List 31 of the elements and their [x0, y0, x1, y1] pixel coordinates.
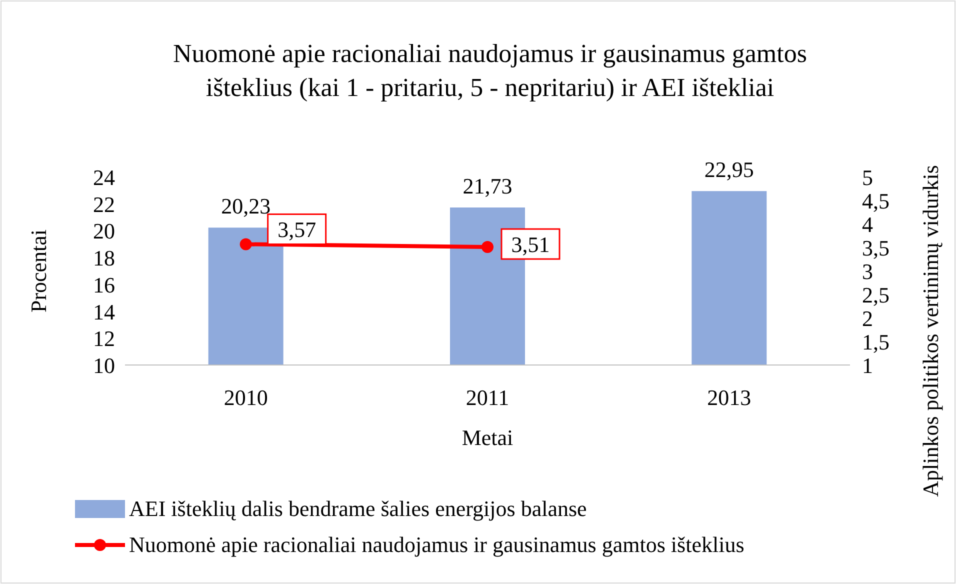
y-tick-label: 20	[93, 218, 115, 244]
data-label: 21,73	[462, 173, 512, 198]
y-tick-label: 18	[93, 246, 115, 271]
x-tick-label: 2013	[707, 385, 752, 410]
y2-axis-title: Aplinkos politikos vertinimų vidurkis	[918, 165, 943, 497]
y-tick-label: 24	[93, 165, 115, 190]
y2-tick-label: 4,5	[862, 188, 890, 214]
y2-tick-label: 1	[862, 353, 873, 378]
y2-tick-label: 3	[862, 259, 873, 284]
legend-label: Nuomonė apie racionaliai naudojamus ir gausinamus gamtos išteklius	[129, 532, 744, 557]
y2-tick-label: 4	[862, 212, 873, 237]
y2-tick-label: 5	[862, 165, 873, 190]
data-label: 3,57	[278, 217, 316, 242]
y-tick-label: 12	[93, 326, 115, 352]
y-tick-label: 16	[93, 272, 115, 298]
y2-tick-label: 1,5	[862, 330, 890, 354]
chart-title: Nuomonė apie racionaliai naudojamus ir gausinamus gamtos išteklius (kai 1 - pritariu, 5 - nepritariu) ir AEI ištekliai	[173, 39, 807, 102]
y-tick-label: 22	[93, 192, 115, 217]
data-label: 3,51	[511, 232, 550, 258]
x-tick-label: 2010	[224, 385, 268, 410]
y-tick-label: 10	[93, 353, 115, 378]
y-axis-title: Procentai	[26, 229, 51, 313]
data-label: 20,23	[221, 194, 271, 219]
x-axis-title: Metai	[462, 425, 514, 450]
y-tick-label: 14	[93, 299, 115, 324]
legend-label: AEI išteklių dalis bendrame šalies energijos balanse	[129, 496, 587, 521]
y2-tick-label: 2,5	[862, 282, 890, 308]
data-label: 22,95	[704, 157, 754, 182]
y2-tick-label: 3,5	[862, 236, 890, 260]
x-tick-label: 2011	[466, 385, 510, 410]
y2-tick-label: 2	[862, 306, 873, 331]
